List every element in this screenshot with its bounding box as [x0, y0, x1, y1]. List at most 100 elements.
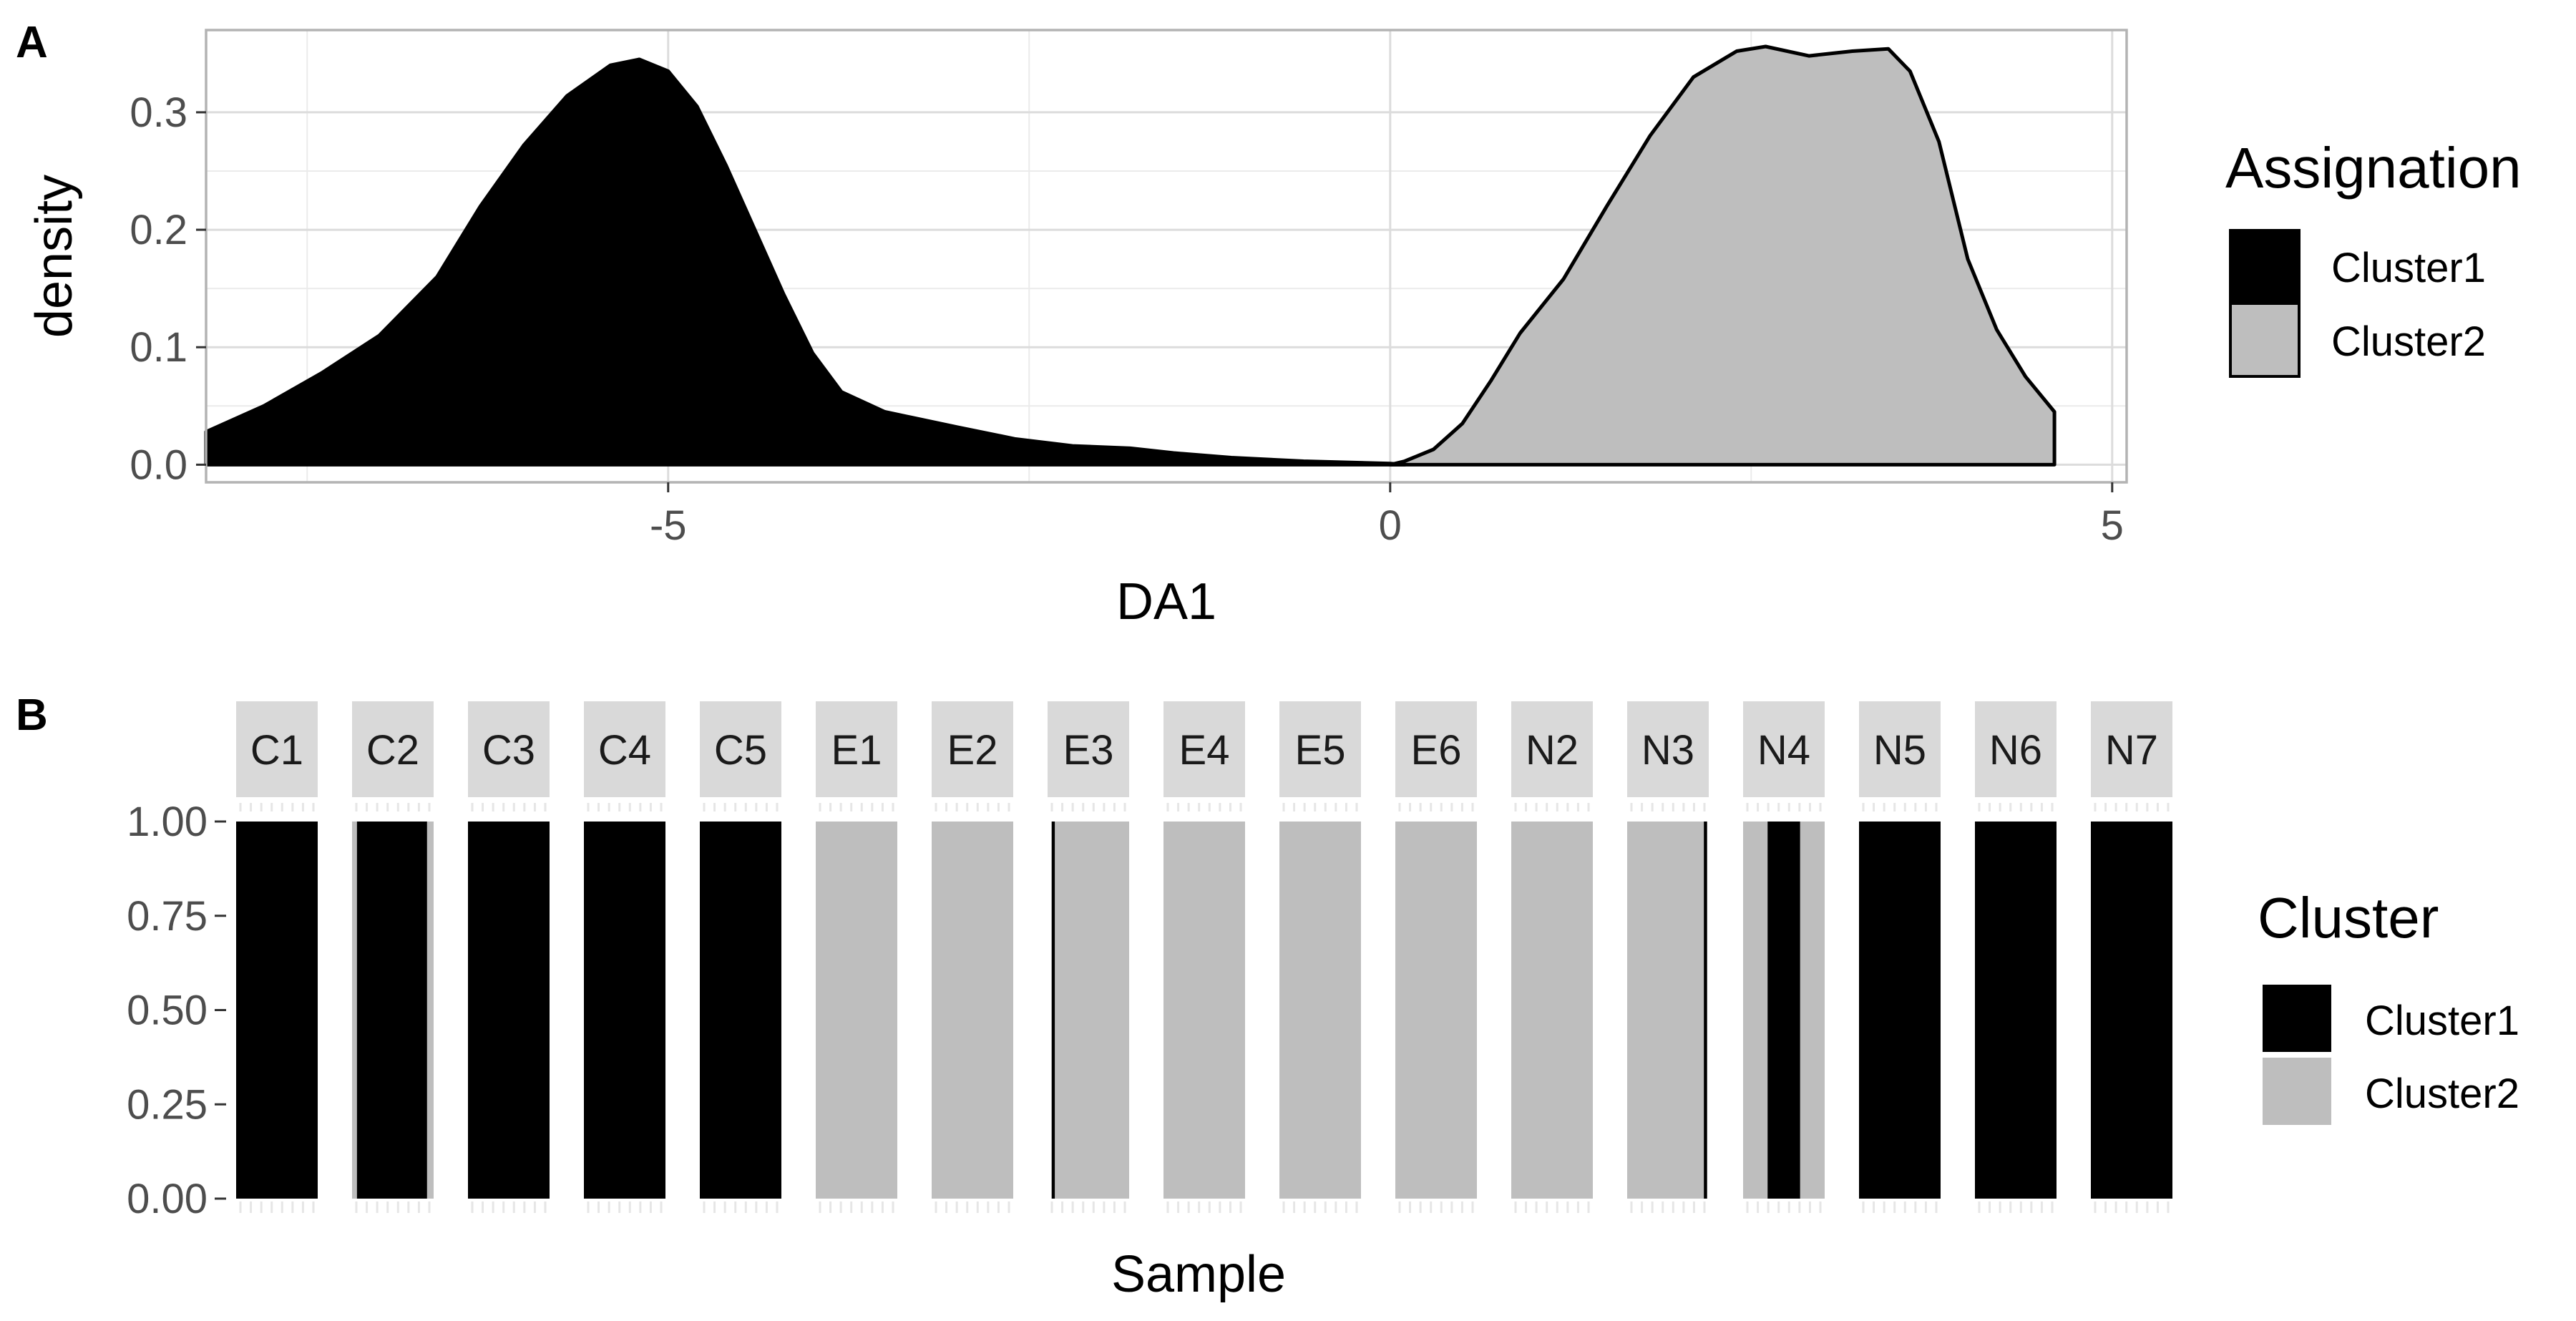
x-axis-title-da1: DA1	[1116, 573, 1216, 630]
y-tick-label: 0.3	[130, 89, 187, 136]
bar-y-tick-label: 1.00	[127, 799, 208, 845]
bar-segment-cluster1	[1975, 822, 2057, 1199]
bar-segment-cluster2	[1055, 822, 1129, 1199]
bar-segment-cluster1	[2091, 822, 2172, 1199]
facet-strip	[1163, 701, 1245, 797]
density-area-cluster1	[204, 57, 1407, 467]
facet-strip-label: E3	[1063, 727, 1114, 774]
facet-strip-label: C4	[598, 727, 651, 774]
legend-cluster: Cluster Cluster1 Cluster2	[2258, 886, 2519, 1125]
facet-strip	[1395, 701, 1477, 797]
facet-strip-label: N6	[1989, 727, 2042, 774]
bar-segment-cluster2	[426, 822, 434, 1199]
density-x-ticks: -5 0 5	[650, 482, 2124, 549]
facet-c4: C4	[584, 701, 665, 1213]
facet-strip	[700, 701, 781, 797]
y-tick-label: 0.2	[130, 207, 187, 253]
density-y-ticks: 0.0 0.1 0.2 0.3	[130, 89, 206, 488]
bar-segment-cluster2	[1163, 822, 1245, 1199]
bar-segment-cluster2	[1511, 822, 1593, 1199]
bar-segment-cluster1	[1704, 822, 1707, 1199]
facet-strip	[584, 701, 665, 797]
facet-strip-label: E4	[1179, 727, 1230, 774]
facet-strip-label: E2	[947, 727, 998, 774]
bar-segment-cluster1	[584, 822, 665, 1199]
facet-strip	[1279, 701, 1361, 797]
bar-segment-cluster1	[356, 822, 427, 1199]
panel-a-label: A	[16, 18, 48, 67]
bar-segment-cluster2	[932, 822, 1013, 1199]
sample-facets: C1 C2 C3 C4 C5 E1 E2 E3 E4 E5 E6 N2 N3 N4 N5 N6 N7	[236, 701, 2172, 1213]
facet-n2: N2	[1511, 701, 1593, 1213]
bar-y-tick-label: 0.50	[127, 988, 208, 1034]
legend-swatch-b-cluster2	[2263, 1058, 2331, 1125]
facet-strip	[1048, 701, 1129, 797]
bar-segment-cluster1	[468, 822, 550, 1199]
legend-swatch-cluster2	[2229, 302, 2301, 378]
facet-strip-label: N4	[1757, 727, 1810, 774]
facet-strip	[1627, 701, 1709, 797]
legend-assignation: Assignation Cluster1 Cluster2	[2225, 136, 2522, 378]
bar-y-tick-label: 0.25	[127, 1081, 208, 1128]
facet-strip	[932, 701, 1013, 797]
density-area-cluster2	[1388, 44, 2057, 467]
facet-strip-label: N2	[1526, 727, 1579, 774]
facet-strip-label: C2	[366, 727, 419, 774]
facet-strip	[352, 701, 434, 797]
bar-segment-cluster2	[1279, 822, 1361, 1199]
legend-swatch-b-cluster1	[2263, 985, 2331, 1052]
facet-strip	[236, 701, 318, 797]
facet-strip-label: C1	[250, 727, 303, 774]
facet-strip	[1511, 701, 1593, 797]
density-panel-border	[205, 29, 2128, 484]
facet-e5: E5	[1279, 701, 1361, 1213]
facet-strip-label: N3	[1641, 727, 1694, 774]
y-tick-label: 0.1	[130, 324, 187, 371]
facet-strip-label: C3	[482, 727, 535, 774]
bar-segment-cluster1	[1051, 822, 1055, 1199]
facet-strip-label: E1	[831, 727, 882, 774]
facet-n4: N4	[1743, 701, 1825, 1213]
facet-e3: E3	[1048, 701, 1129, 1213]
facet-strip-label: E5	[1295, 727, 1346, 774]
cluster-bar-panel: C1 C2 C3 C4 C5 E1 E2 E3 E4 E5 E6 N2 N3 N4 N5 N6 N7 0.000…	[127, 701, 2172, 1222]
legend-swatch-cluster1	[2229, 229, 2301, 305]
facet-strip	[1859, 701, 1941, 797]
facet-strip	[816, 701, 897, 797]
facet-strip	[2091, 701, 2172, 797]
bar-segment-cluster2	[1395, 822, 1477, 1199]
legend-label-cluster2: Cluster2	[2331, 318, 2486, 365]
facet-e2: E2	[932, 701, 1013, 1213]
facet-e6: E6	[1395, 701, 1477, 1213]
facet-c3: C3	[468, 701, 550, 1213]
facet-strip-label: N5	[1873, 727, 1926, 774]
legend-label-cluster1: Cluster1	[2331, 245, 2486, 291]
legend-title-cluster: Cluster	[2258, 886, 2439, 950]
bar-segment-cluster1	[1859, 822, 1941, 1199]
legend-label-b-cluster2: Cluster2	[2365, 1071, 2519, 1117]
facet-n7: N7	[2091, 701, 2172, 1213]
y-tick-label: 0.0	[130, 442, 187, 488]
x-axis-title-sample: Sample	[1111, 1246, 1286, 1303]
x-tick-label: -5	[650, 502, 687, 549]
facet-e1: E1	[816, 701, 897, 1213]
x-tick-label: 0	[1379, 502, 1402, 549]
facet-strip-label: E6	[1411, 727, 1462, 774]
facet-e4: E4	[1163, 701, 1245, 1213]
bar-segment-cluster2	[1800, 822, 1825, 1199]
y-axis-title-density: density	[26, 175, 83, 338]
bar-segment-cluster1	[700, 822, 781, 1199]
facet-c2: C2	[352, 701, 434, 1213]
facet-n5: N5	[1859, 701, 1941, 1213]
facet-strip-label: N7	[2105, 727, 2158, 774]
legend-title-assignation: Assignation	[2225, 136, 2522, 200]
facet-strip	[1975, 701, 2057, 797]
density-areas	[204, 44, 2057, 467]
bar-segment-cluster2	[1743, 822, 1768, 1199]
x-tick-label: 5	[2101, 502, 2124, 549]
facet-c5: C5	[700, 701, 781, 1213]
bar-y-tick-label: 0.75	[127, 893, 208, 940]
bar-segment-cluster2	[1627, 822, 1704, 1199]
bar-y-ticks: 0.00 0.25 0.50 0.75 1.00	[127, 799, 226, 1222]
